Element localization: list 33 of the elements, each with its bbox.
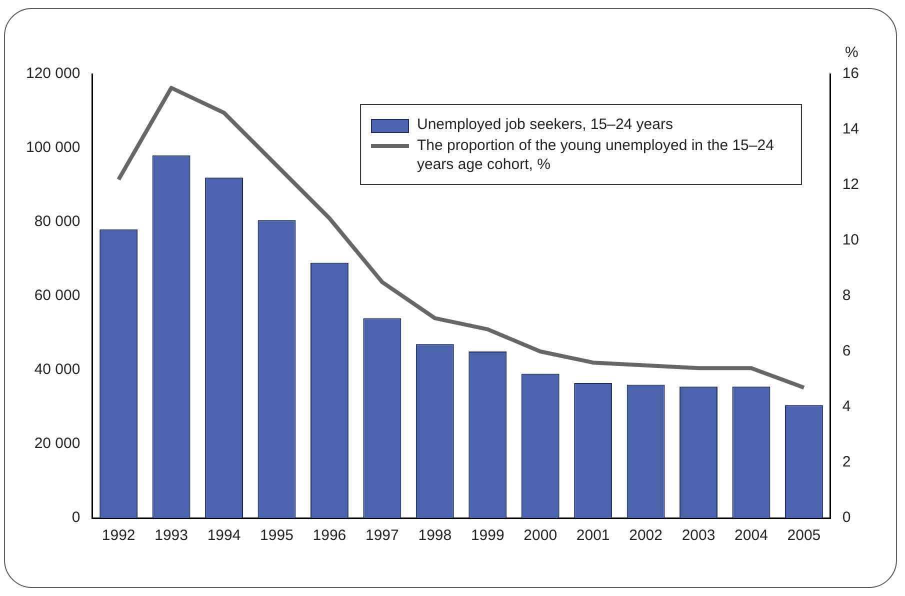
- y2-axis-title: %: [845, 44, 858, 61]
- y2-tick-label: 0: [842, 509, 851, 526]
- y-tick-label: 100 000: [26, 139, 80, 156]
- y2-tick-label: 6: [842, 342, 851, 360]
- y-tick-label: 120 000: [26, 65, 80, 82]
- x-tick-label: 2005: [787, 527, 821, 544]
- x-tick-label: 1997: [366, 527, 399, 544]
- x-tick-label: 1996: [312, 527, 346, 544]
- y2-tick-label: 12: [842, 176, 860, 194]
- y2-tick-label: 8: [842, 287, 851, 304]
- y-tick-label: 20 000: [34, 435, 80, 452]
- y2-tick-label: 16: [842, 65, 860, 82]
- y-tick-label: 40 000: [34, 361, 80, 378]
- y2-tick-label: 14: [842, 120, 860, 138]
- x-tick-label: 2002: [629, 527, 662, 544]
- x-tick-label: 2003: [682, 527, 716, 544]
- x-tick-label: 1993: [154, 527, 188, 544]
- y-tick-label: 0: [72, 509, 80, 526]
- legend-label: The proportion of the young unemployed in the 15–24 years age cohort, %: [417, 136, 775, 174]
- y-tick-label: 60 000: [34, 287, 80, 304]
- x-tick-label: 1995: [260, 527, 294, 544]
- x-tick-label: 2004: [734, 527, 768, 544]
- x-tick-label: 1999: [470, 527, 504, 544]
- legend-label: Unemployed job seekers, 15–24 years: [417, 115, 673, 134]
- x-tick-label: 2000: [524, 527, 558, 544]
- x-tick-label: 2001: [576, 527, 610, 544]
- y2-tick-label: 10: [842, 232, 860, 249]
- x-tick-label: 1992: [102, 527, 136, 544]
- y2-tick-label: 4: [842, 398, 851, 416]
- y-tick-label: 80 000: [34, 213, 80, 230]
- x-tick-label: 1998: [418, 527, 452, 544]
- x-tick-label: 1994: [207, 527, 241, 544]
- y2-tick-label: 2: [842, 454, 851, 471]
